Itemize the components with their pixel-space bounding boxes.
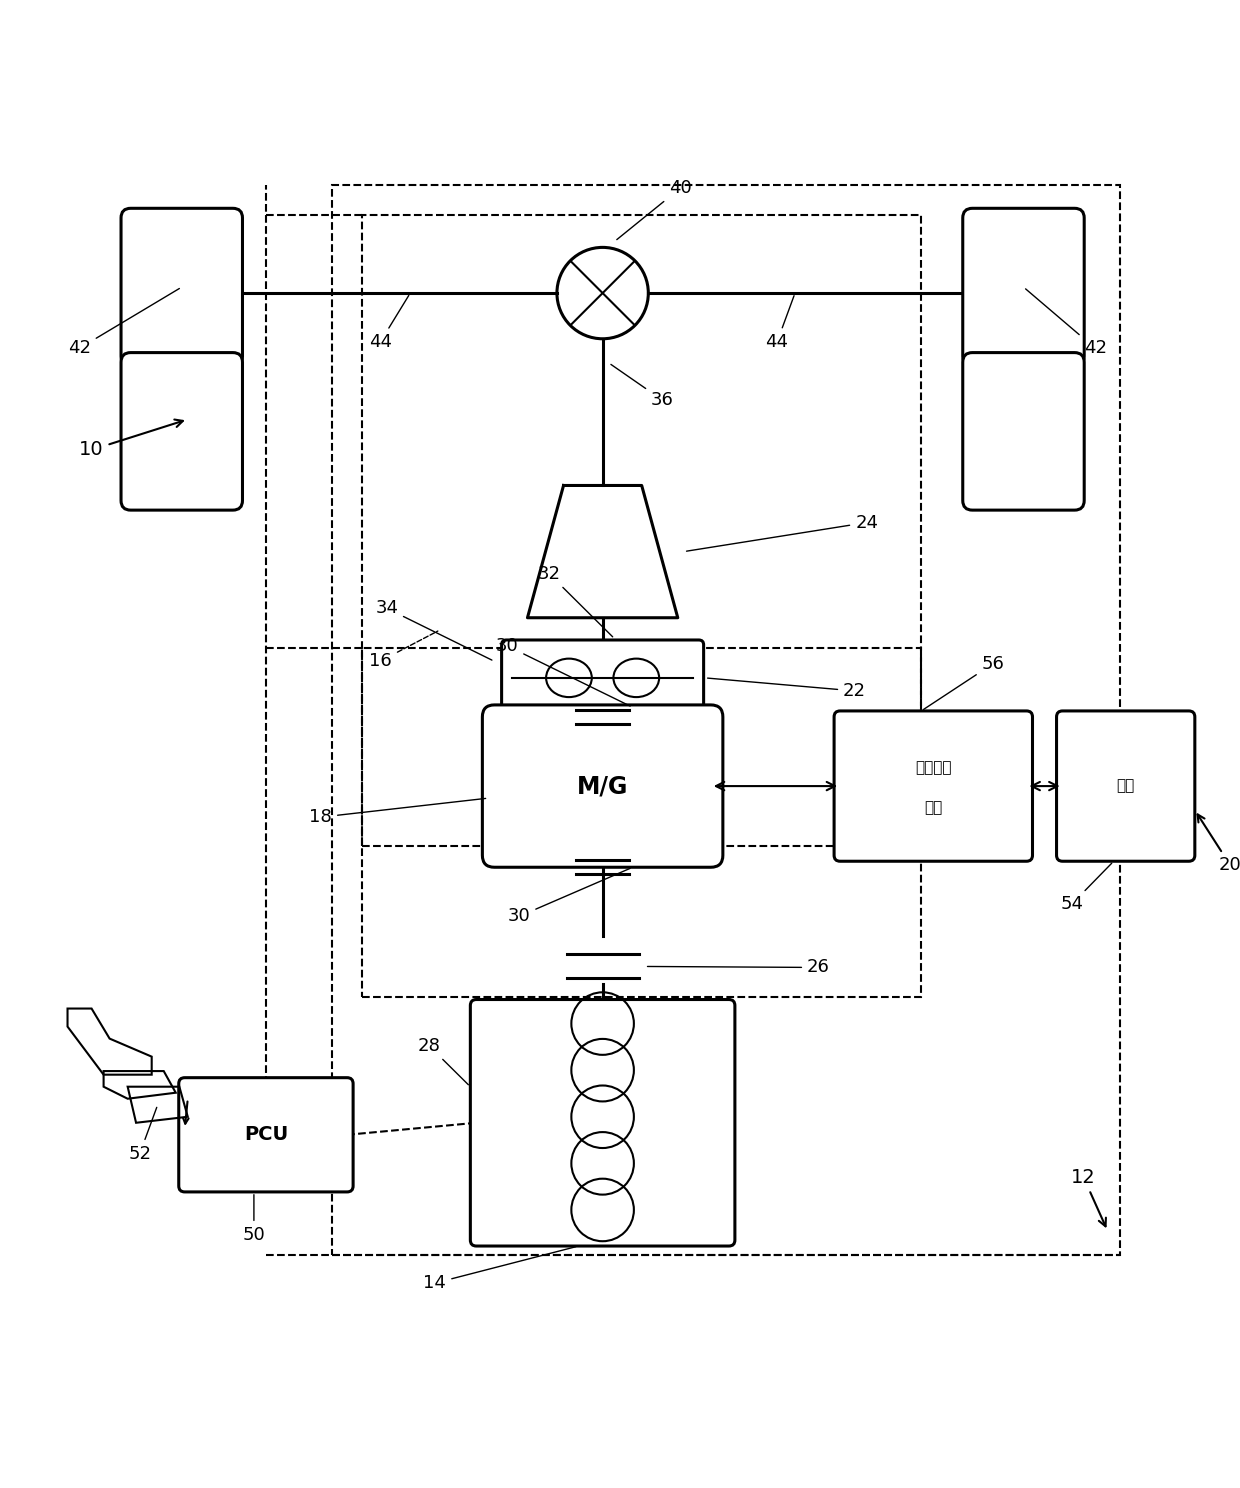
FancyBboxPatch shape	[179, 1077, 353, 1192]
Text: 16: 16	[370, 631, 438, 670]
Text: 42: 42	[1025, 289, 1106, 357]
FancyBboxPatch shape	[470, 1000, 735, 1245]
Text: 42: 42	[68, 289, 180, 357]
Text: 20: 20	[1198, 814, 1240, 875]
Bar	[332, 185, 1120, 1254]
Text: 器件: 器件	[924, 801, 942, 815]
FancyBboxPatch shape	[122, 353, 243, 510]
Text: 18: 18	[309, 799, 486, 826]
Text: 14: 14	[423, 1247, 575, 1292]
Text: 56: 56	[924, 655, 1004, 710]
Text: 10: 10	[79, 420, 184, 460]
Text: 28: 28	[418, 1037, 469, 1085]
Bar	[362, 647, 921, 997]
Text: 电力电子: 电力电子	[915, 760, 951, 775]
Text: PCU: PCU	[244, 1125, 288, 1144]
FancyBboxPatch shape	[1056, 711, 1195, 862]
FancyBboxPatch shape	[502, 640, 703, 716]
Text: 26: 26	[647, 958, 830, 976]
Text: 22: 22	[708, 679, 866, 699]
FancyBboxPatch shape	[962, 208, 1084, 366]
Text: 40: 40	[616, 179, 692, 240]
Text: 32: 32	[537, 564, 613, 637]
Text: M/G: M/G	[577, 774, 629, 798]
Text: 34: 34	[376, 600, 492, 661]
FancyBboxPatch shape	[962, 353, 1084, 510]
Text: 52: 52	[128, 1107, 156, 1162]
Text: 30: 30	[507, 869, 630, 926]
Text: 36: 36	[611, 365, 673, 409]
Text: 54: 54	[1060, 863, 1112, 914]
Text: 24: 24	[687, 513, 878, 551]
Text: 50: 50	[243, 1195, 265, 1244]
Bar	[362, 214, 921, 847]
FancyBboxPatch shape	[122, 208, 243, 366]
Text: 12: 12	[1071, 1168, 1106, 1226]
Text: 44: 44	[368, 296, 409, 351]
Text: 44: 44	[765, 296, 794, 351]
FancyBboxPatch shape	[482, 705, 723, 868]
Text: 电池: 电池	[1116, 778, 1135, 793]
Text: 30: 30	[496, 637, 630, 707]
FancyBboxPatch shape	[835, 711, 1033, 862]
